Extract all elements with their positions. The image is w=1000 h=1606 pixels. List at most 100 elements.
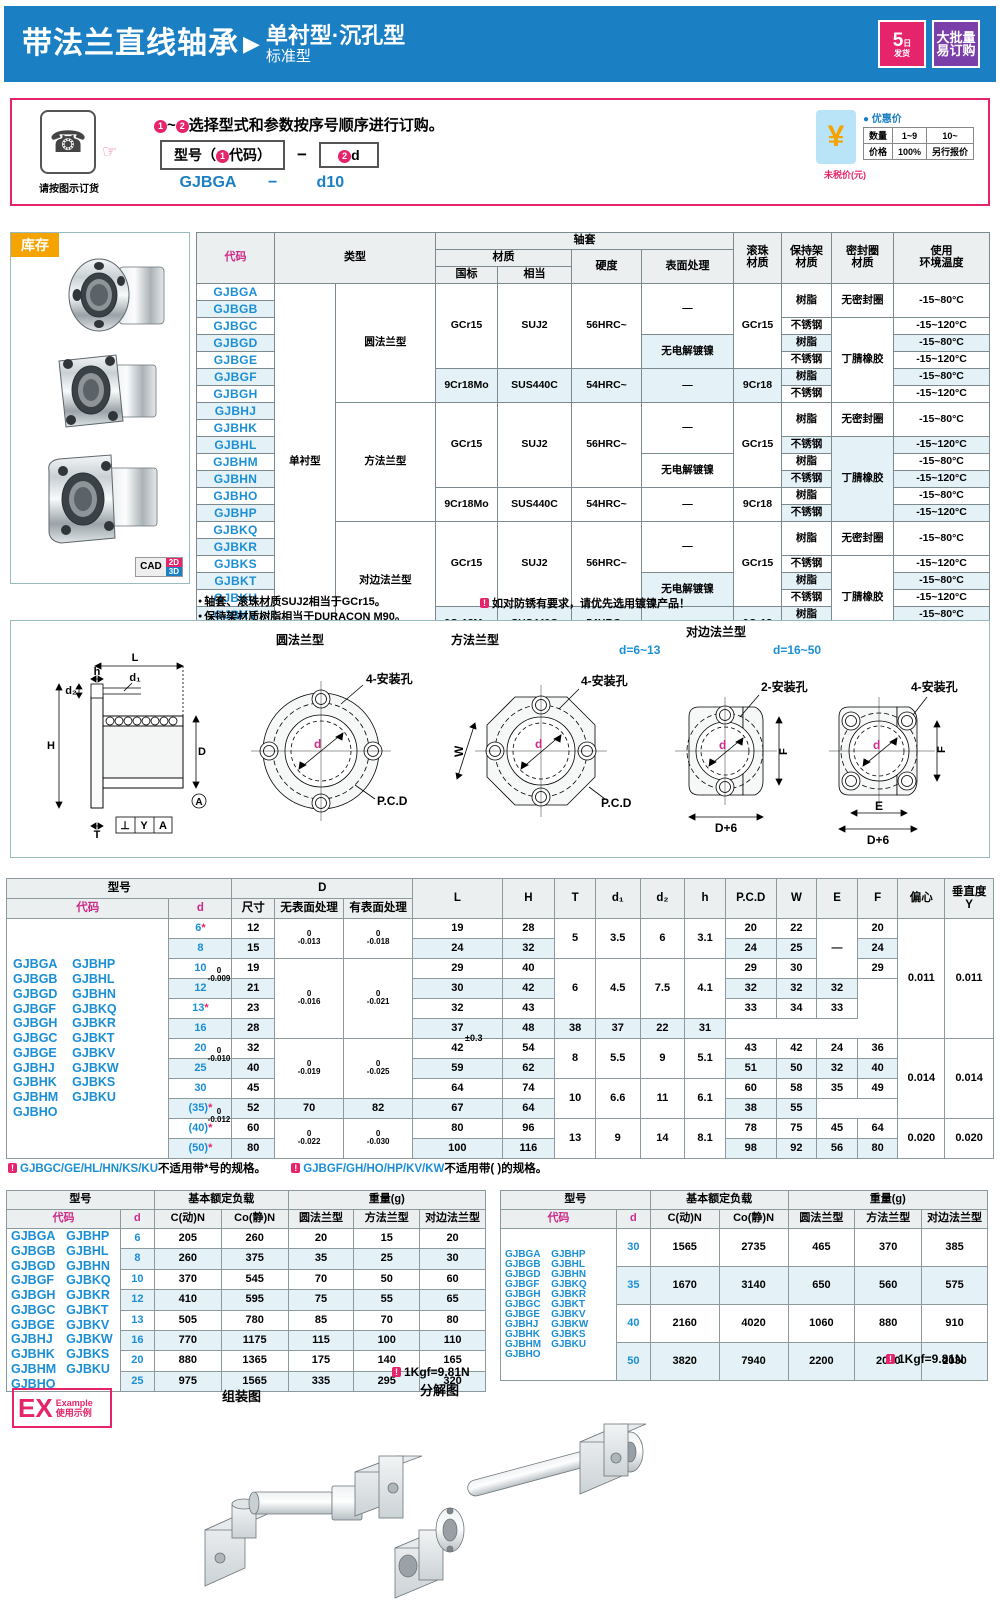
- spec-eq: SUJ2: [497, 521, 572, 607]
- load-col-costat: Co(静)N: [718, 1209, 789, 1229]
- spec-seal: 无密封圈: [831, 283, 894, 318]
- dim-col-model: 型号: [5, 878, 233, 899]
- step-number-2: 2: [175, 120, 189, 133]
- col-ball-material: 滚珠 材质: [733, 232, 782, 284]
- spec-eq: SUJ2: [497, 283, 572, 369]
- table-row: GJBGB: [196, 300, 990, 318]
- exclamation-icon: !: [392, 1367, 401, 1377]
- spec-eq: SUJ2: [497, 402, 572, 488]
- spec-ball: GCr15: [733, 283, 782, 369]
- svg-text:D: D: [198, 746, 206, 758]
- dim-pcd: 98: [724, 1138, 777, 1159]
- order-example-code: GJBGA: [179, 174, 237, 191]
- spec-retainer: 不锈钢: [781, 436, 832, 454]
- spec-retainer: 不锈钢: [781, 385, 832, 403]
- dim-pcd: 33: [724, 998, 777, 1019]
- spec-note-2: 保持架材质树脂相当于DURACON M90。: [198, 610, 406, 625]
- table-row: (40)* 60 0 -0.022 0 -0.030 80 96 13 9 14 8…: [7, 1118, 994, 1159]
- load-co: 545: [220, 1268, 289, 1291]
- table-row: 16 770 1175 115 100 110: [7, 1330, 486, 1352]
- load-col-d: d: [615, 1209, 651, 1229]
- dim-F: 31: [684, 1018, 726, 1039]
- dim-perp: 0.020: [944, 1118, 994, 1159]
- spec-code: GJBGA: [196, 283, 275, 301]
- bearing-square-flange-photo: [58, 354, 157, 428]
- exclamation-icon: !: [8, 1163, 17, 1173]
- svg-text:d: d: [314, 737, 321, 751]
- order-field-model[interactable]: 型号（ 1 代码）: [160, 140, 285, 170]
- dim-col-pcd: P.C.D: [724, 878, 777, 919]
- dim-d1: 5.5: [594, 1038, 641, 1079]
- oppo-flange-small-drawing: d 2-安装孔 F D+6: [675, 679, 808, 835]
- load-weight-round: 75: [287, 1289, 355, 1311]
- dim-d1: 3.5: [594, 918, 641, 959]
- dim-col-L: L: [412, 878, 503, 919]
- table-row: GJBGC 不锈钢 丁腈橡胶 -15~120°C: [196, 317, 990, 403]
- dim-pcd: 67: [412, 1098, 503, 1119]
- load-weight-round: 35: [287, 1248, 355, 1270]
- load-col-rating: 基本额定负载: [153, 1190, 289, 1210]
- stock-badge: 库存: [11, 233, 59, 257]
- dim-d: 25: [168, 1058, 233, 1079]
- svg-text:A: A: [195, 797, 202, 808]
- dim-T: 13: [554, 1118, 596, 1159]
- load-c: 770: [153, 1330, 222, 1352]
- spec-table-body: GJBGA 单衬型 圆法兰型 GCr15 SUJ2 56HRC~ — GCr15…: [196, 283, 990, 641]
- dim-pcd: 32: [724, 978, 777, 999]
- dim-F: 49: [856, 1078, 899, 1099]
- order-example: GJBGA − d10: [160, 174, 371, 192]
- d-tolerance-2: 0 -0.010: [207, 1046, 231, 1063]
- dim-d2: 6: [639, 918, 686, 959]
- dim-H: 62: [501, 1058, 556, 1079]
- load-col-costat: Co(静)N: [220, 1209, 289, 1229]
- load-col-weight: 重量(g): [287, 1190, 487, 1210]
- dim-F: 64: [856, 1118, 899, 1139]
- spec-note-1: 轴套、滚珠材质SUJ2相当于GCr15。: [198, 595, 406, 610]
- load-c: 3820: [649, 1342, 720, 1381]
- drawings-svg: L h d₁ d₂ H: [47, 652, 958, 847]
- svg-text:L: L: [132, 652, 139, 664]
- dim-W: 25: [775, 938, 818, 959]
- badge-5day-unit: 日: [903, 38, 912, 48]
- spec-code: GJBKT: [196, 572, 275, 590]
- load-col-cdyn: C(动)N: [649, 1209, 720, 1229]
- dim-ecc: 0.014: [897, 1038, 946, 1119]
- spec-gb: GCr15: [435, 521, 498, 607]
- load-weight-oppo: 320: [419, 1370, 486, 1393]
- load-d: 6: [119, 1227, 155, 1250]
- cad-2d-tag: 2D: [165, 558, 182, 567]
- price-qty-1: 1~9: [891, 127, 927, 144]
- spec-gb: 9Cr18Mo: [435, 368, 498, 403]
- table-row: GJBHP 不锈钢 -15~120°C: [196, 504, 990, 522]
- load-c: 370: [153, 1268, 222, 1291]
- exclamation-icon: !: [886, 1354, 895, 1364]
- price-title-label: 优惠价: [871, 114, 902, 125]
- cad-download-badge[interactable]: CAD 2D 3D: [135, 557, 183, 577]
- load-table-left-body: GJBGA GJBGB GJBGD GJBGF GJBGH GJBGC GJBGE GJBHJ…: [6, 1227, 486, 1393]
- price-val-2: 另行报价: [925, 143, 975, 160]
- dim-L: 42: [412, 1038, 503, 1059]
- badge-5day-sub: 发货: [894, 48, 910, 58]
- spec-surface: 无电解镀镍: [641, 334, 734, 369]
- dim-size: 21: [231, 978, 276, 999]
- spec-seal: 丁腈橡胶: [831, 436, 894, 522]
- load-col-square: 方法兰型: [854, 1209, 923, 1229]
- spec-code: GJBKQ: [196, 521, 275, 539]
- dim-L: 37: [412, 1018, 503, 1039]
- bearing-round-flange-photo: [68, 258, 165, 332]
- dim-F: 33: [816, 998, 858, 1019]
- table-row: GJBHO 9Cr18Mo SUS440C 54HRC~ — 9Cr18 树脂 …: [196, 487, 990, 522]
- dim-d1: 9: [594, 1118, 641, 1159]
- order-range-dash: ~: [167, 117, 176, 134]
- dim-note-1-codes: GJBGC/GE/HL/HN/KS/KU: [20, 1163, 159, 1175]
- load-weight-oppo: 110: [419, 1330, 486, 1352]
- load-weight-round: 1060: [787, 1304, 856, 1343]
- spec-code: GJBHP: [196, 504, 275, 522]
- dim-col-d2: d₂: [639, 878, 686, 919]
- dim-L: 19: [412, 918, 503, 939]
- spec-seal: 无密封圈: [831, 402, 894, 437]
- kgf-note-text: 1Kgf=9.81N: [898, 1352, 964, 1366]
- svg-text:T: T: [94, 829, 101, 841]
